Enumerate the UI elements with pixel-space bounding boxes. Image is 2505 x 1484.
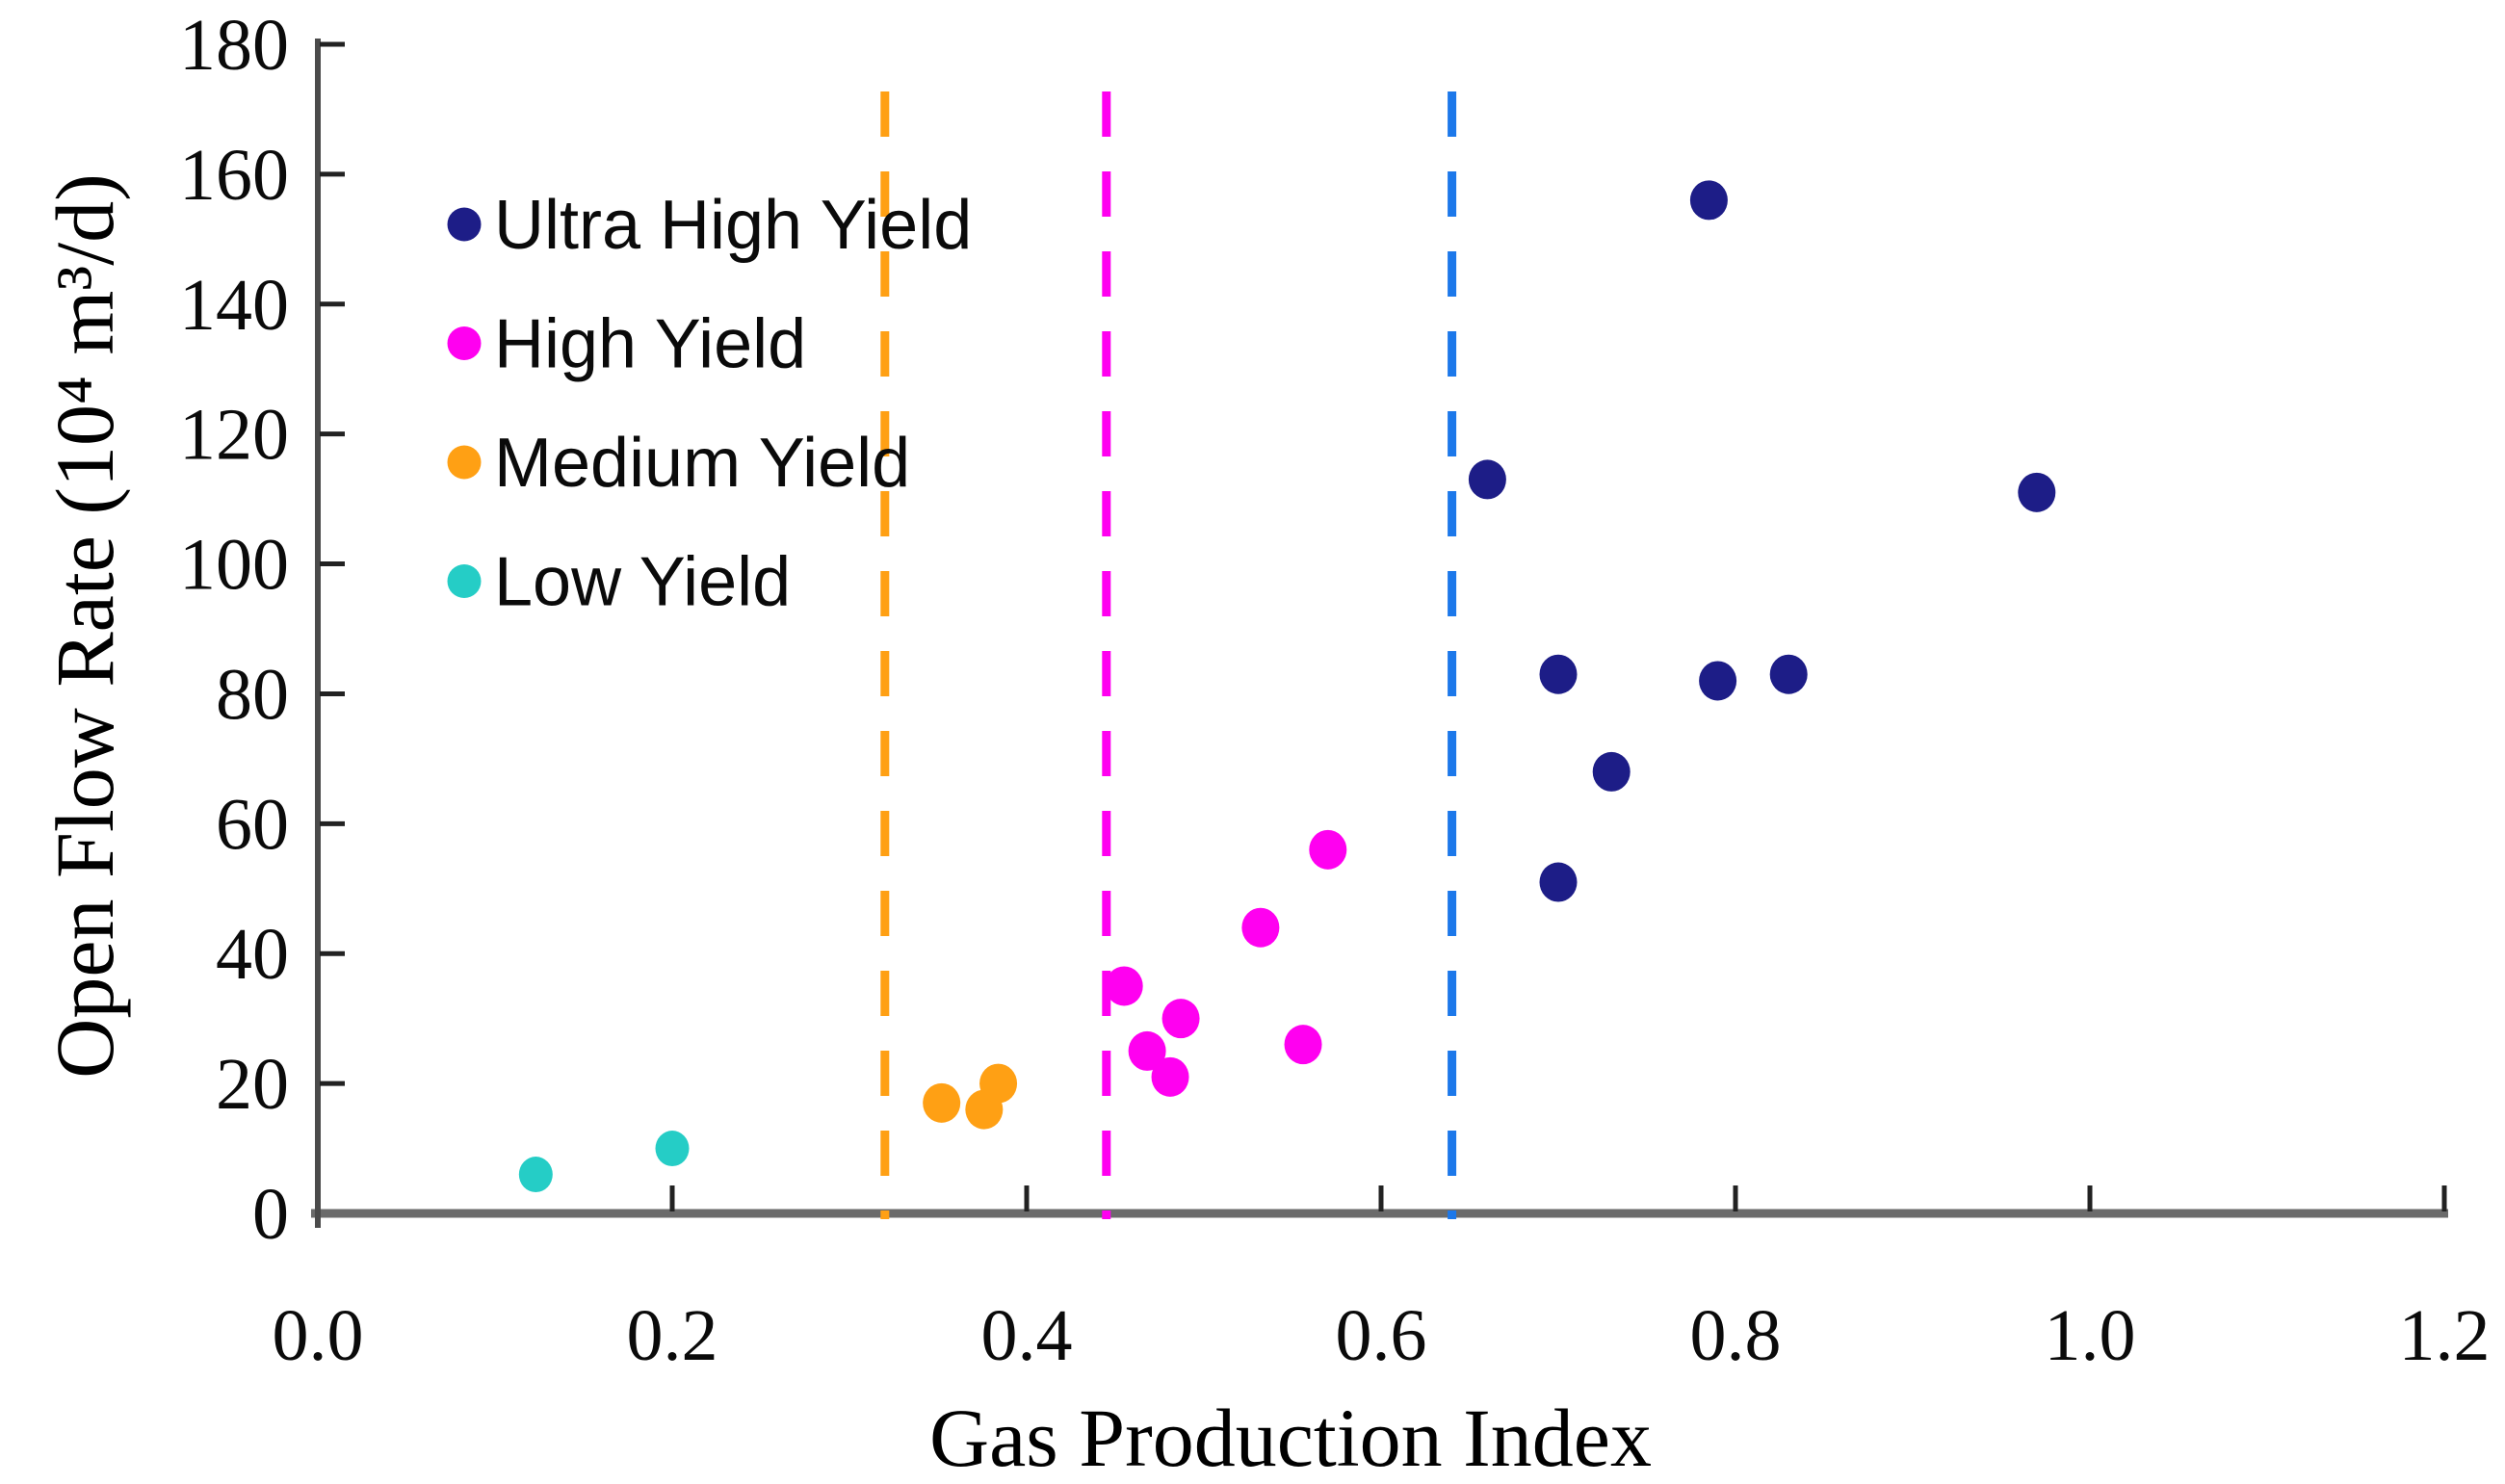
legend-label: Ultra High Yield [494,187,972,264]
data-point [1592,751,1631,792]
data-point [1689,180,1728,221]
y-tick-label: 0 [252,1174,289,1255]
data-point [2018,472,2056,512]
y-tick-label: 160 [179,135,289,216]
x-tick-label: 1.0 [2045,1295,2136,1376]
data-point [923,1082,961,1123]
y-tick-label: 60 [216,784,289,865]
data-point [1161,999,1200,1039]
legend-dot [447,445,482,480]
data-point [518,1157,553,1193]
data-point [1128,1030,1166,1071]
y-tick-label: 20 [216,1044,289,1125]
data-point [1105,966,1143,1006]
y-tick-label: 100 [179,525,289,606]
y-tick-label: 120 [179,395,289,476]
x-axis-title: Gas Production Index [929,1392,1652,1484]
x-tick-label: 0.4 [981,1295,1073,1376]
y-tick-label: 140 [179,265,289,346]
x-tick-label: 0.8 [1690,1295,1782,1376]
x-tick-label: 0.2 [627,1295,718,1376]
data-point [1151,1056,1189,1097]
x-tick-label: 0.6 [1336,1295,1427,1376]
legend-label: Medium Yield [494,425,910,502]
legend-dot [447,326,482,360]
data-point [1284,1025,1322,1065]
legend-dot [447,207,482,242]
x-tick-label: 0.0 [273,1295,364,1376]
legend-label: High Yield [494,306,806,383]
y-axis-title: Open Flow Rate (10⁴ m³/d) [39,173,131,1079]
legend-dot [447,564,482,598]
y-tick-label: 180 [179,5,289,86]
data-point [1241,907,1280,948]
data-point [1468,459,1506,500]
data-point [1699,661,1737,701]
legend-label: Low Yield [494,544,791,621]
data-point [1539,654,1578,694]
data-point [655,1131,690,1167]
data-point [1539,862,1578,902]
data-point [1769,654,1808,694]
y-tick-label: 40 [216,914,289,995]
y-tick-label: 80 [216,654,289,735]
data-point [1309,829,1347,870]
data-point [979,1063,1018,1104]
x-tick-label: 1.2 [2399,1295,2491,1376]
